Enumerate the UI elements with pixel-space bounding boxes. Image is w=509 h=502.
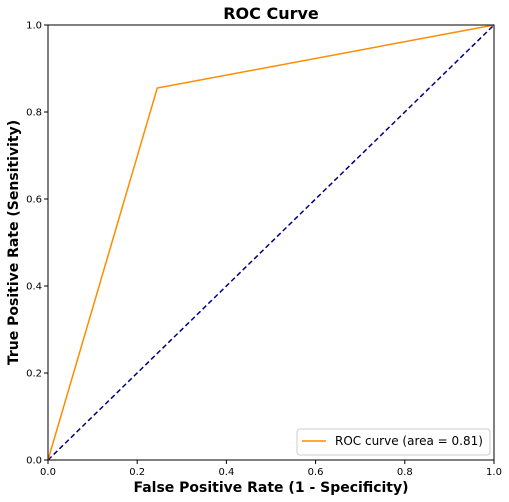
y-tick-label: 0.2: [26, 369, 42, 380]
y-axis-label: True Positive Rate (Sensitivity): [6, 120, 22, 365]
legend-box: [296, 428, 491, 456]
legend: ROC curve (area = 0.81): [296, 428, 491, 456]
y-tick-label: 0.0: [26, 456, 42, 467]
y-tick-label: 1.0: [26, 21, 42, 32]
y-tick-label: 0.8: [26, 108, 42, 119]
x-tick-label: 0.4: [218, 467, 234, 478]
x-tick-label: 0.8: [397, 467, 413, 478]
y-tick-label: 0.4: [26, 282, 42, 293]
x-tick-label: 0.0: [40, 467, 56, 478]
x-axis-label: False Positive Rate (1 - Specificity): [133, 480, 408, 496]
x-tick-label: 1.0: [486, 467, 502, 478]
x-axis-ticks: 0.0 0.2 0.4 0.6 0.8 1.0: [40, 460, 502, 478]
x-tick-label: 0.2: [129, 467, 145, 478]
chance-diagonal-line: [47, 24, 495, 461]
legend-label-roc: ROC curve (area = 0.81): [335, 434, 483, 448]
chart-title: ROC Curve: [223, 4, 319, 23]
x-tick-label: 0.6: [308, 467, 324, 478]
y-tick-label: 0.6: [26, 195, 42, 206]
plot-area: [47, 24, 495, 461]
roc-curve-line: [47, 24, 495, 461]
y-axis-ticks: 0.0 0.2 0.4 0.6 0.8 1.0: [26, 21, 48, 467]
plot-frame: [47, 24, 495, 461]
series-layer: [47, 24, 495, 461]
